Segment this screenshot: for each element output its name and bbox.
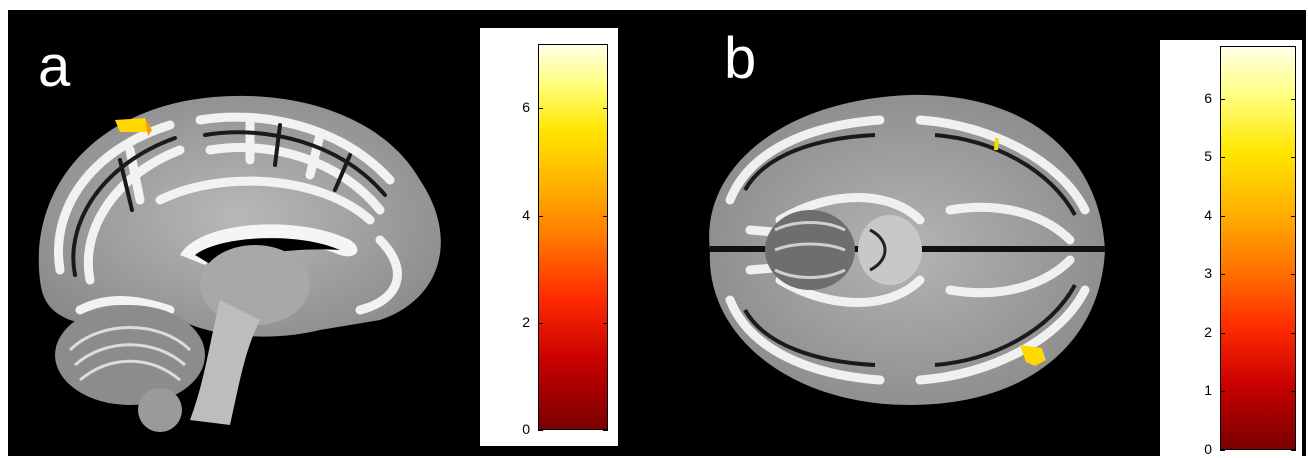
- colorbar-tick-label: 6: [1204, 89, 1212, 106]
- colorbar-tick-label: 4: [1204, 206, 1212, 223]
- colorbar-tick-mark: [1220, 274, 1225, 276]
- colorbar-tick-label: 3: [1204, 265, 1212, 282]
- colorbar-tick-label: 4: [522, 206, 530, 223]
- colorbar-tick-mark: [1220, 98, 1225, 100]
- colorbar-tick-mark: [538, 108, 543, 110]
- colorbar-a: 0 2 4 6: [480, 28, 618, 446]
- colorbar-tick-mark: [1291, 332, 1296, 334]
- colorbar-tick-mark: [538, 322, 543, 324]
- colorbar-tick-mark: [603, 322, 608, 324]
- colorbar-tick-label: 1: [1204, 382, 1212, 399]
- colorbar-tick-mark: [538, 430, 543, 431]
- colorbar-tick-label: 0: [1204, 441, 1212, 457]
- colorbar-tick-mark: [538, 215, 543, 217]
- colorbar-tick-label: 2: [1204, 323, 1212, 340]
- colorbar-tick-mark: [1291, 98, 1296, 100]
- colorbar-tick-mark: [1220, 157, 1225, 159]
- colorbar-tick-mark: [1220, 215, 1225, 217]
- colorbar-tick-mark: [1291, 391, 1296, 393]
- panel-b-letter: b: [724, 26, 757, 91]
- colorbar-a-gradient: [538, 44, 608, 430]
- colorbar-tick-mark: [1291, 450, 1296, 451]
- colorbar-tick-mark: [603, 430, 608, 431]
- colorbar-tick-label: 5: [1204, 148, 1212, 165]
- colorbar-tick-mark: [1220, 391, 1225, 393]
- colorbar-tick-label: 2: [522, 313, 530, 330]
- colorbar-tick-mark: [1220, 450, 1225, 451]
- panel-a-letter: a: [38, 34, 71, 99]
- colorbar-tick-label: 6: [522, 99, 530, 116]
- colorbar-tick-mark: [603, 108, 608, 110]
- colorbar-tick-mark: [1220, 332, 1225, 334]
- axial-brain-image: [709, 94, 1105, 405]
- colorbar-tick-mark: [1291, 157, 1296, 159]
- colorbar-tick-mark: [603, 215, 608, 217]
- colorbar-tick-mark: [1291, 274, 1296, 276]
- colorbar-tick-label: 0: [522, 421, 530, 437]
- colorbar-b-gradient: [1220, 46, 1296, 450]
- colorbar-tick-mark: [1291, 215, 1296, 217]
- colorbar-b: 0 1 2 3 4 5 6: [1160, 40, 1302, 458]
- sagittal-brain-image: [38, 95, 441, 432]
